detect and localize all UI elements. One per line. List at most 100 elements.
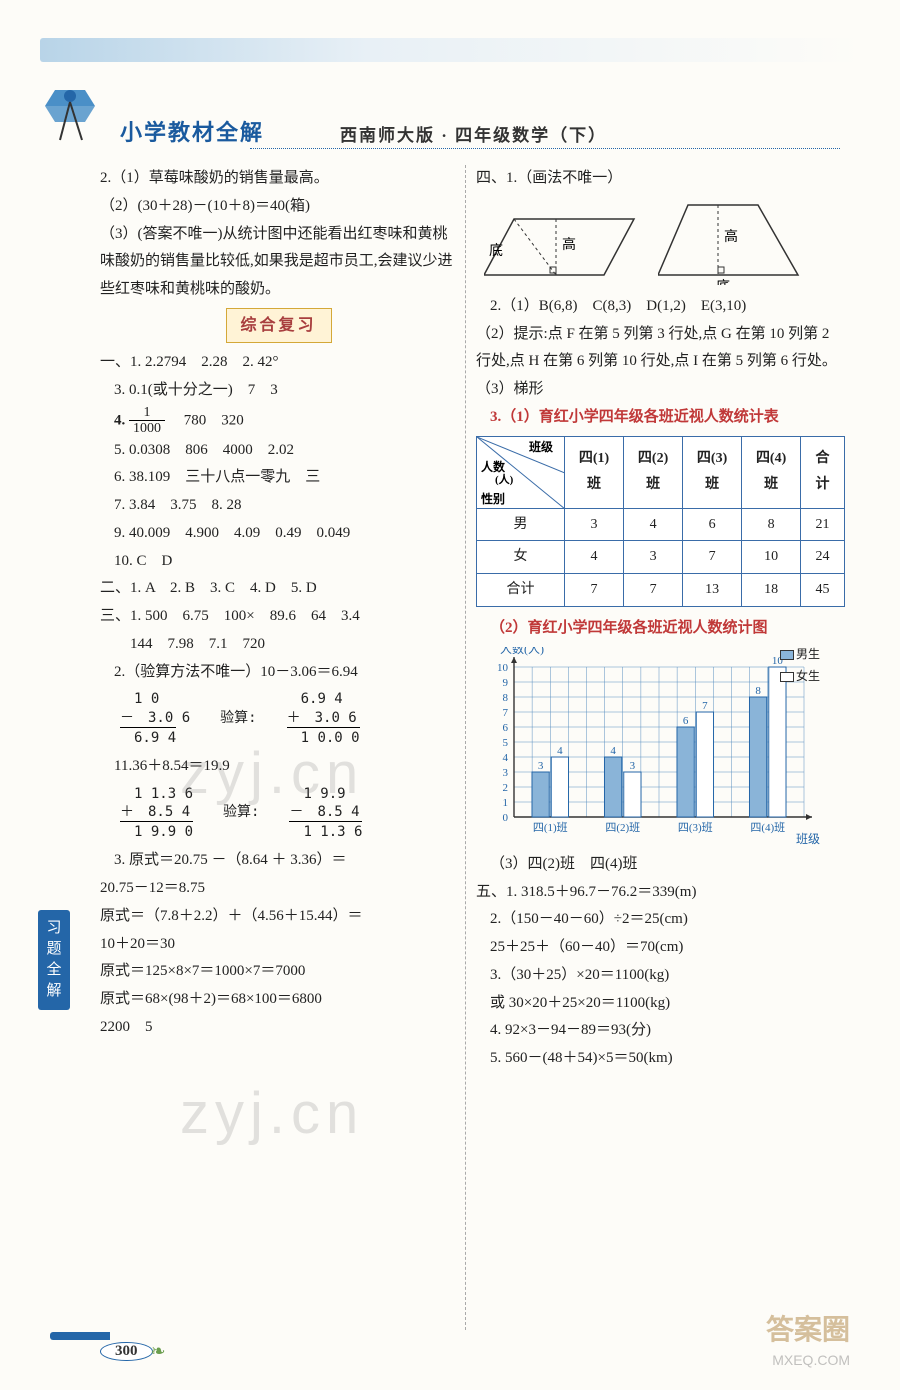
four-l2b: （2）提示:点 F 在第 5 列第 3 行处,点 G 在第 10 列第 2 行处… <box>476 321 845 377</box>
calc2: 1 1.3 6 ＋ 8.5 4 1 9.9 0 验算: 1 9.9 － 8.5 … <box>120 785 457 842</box>
chart-legend: 男生 女生 <box>780 643 820 687</box>
five-l2b: 25＋25＋（60－40）＝70(cm) <box>476 934 845 962</box>
page-number: 300 <box>100 1342 153 1361</box>
calc1-label: 验算: <box>220 706 256 732</box>
one-l6: 6. 38.109 三十八点一零九 三 <box>100 464 457 492</box>
col-h: 合计 <box>801 436 845 508</box>
four-l3d: （3）四(2)班 四(4)班 <box>476 851 845 879</box>
table-row: 女 4 3 7 10 24 <box>477 541 845 574</box>
five-l2: 2.（150－40－60）÷2＝25(cm) <box>476 906 845 934</box>
trapezoid-shape: 高 底 <box>658 197 808 285</box>
svg-text:4: 4 <box>557 745 563 757</box>
three-l3d: 10＋20＝30 <box>100 931 457 959</box>
left-column: 2.（1）草莓味酸奶的销售量最高。 （2）(30＋28)－(10＋8)＝40(箱… <box>100 165 465 1330</box>
svg-text:7: 7 <box>702 700 708 712</box>
watermark-site: MXEQ.COM <box>772 1352 850 1368</box>
content: 2.（1）草莓味酸奶的销售量最高。 （2）(30＋28)－(10＋8)＝40(箱… <box>100 165 845 1330</box>
calc2-label: 验算: <box>223 800 259 826</box>
bar-chart-svg: 012345678910人数(人)班级34四(1)班43四(2)班67四(3)班… <box>480 647 820 847</box>
three-l3f: 原式＝68×(98＋2)＝68×100＝6800 <box>100 986 457 1014</box>
diag-header: 班级 人数 (人) 性别 <box>477 436 565 508</box>
four-l2: 2.（1）B(6,8) C(8,3) D(1,2) E(3,10) <box>476 293 845 321</box>
one-l9: 9. 40.009 4.900 4.09 0.49 0.049 <box>100 520 457 548</box>
three-l1: 三、1. 500 6.75 100× 89.6 64 3.4 <box>100 603 457 631</box>
svg-text:底: 底 <box>489 243 503 259</box>
two: 二、1. A 2. B 3. C 4. D 5. D <box>100 575 457 603</box>
five-l3: 3.（30＋25）×20＝1100(kg) <box>476 962 845 990</box>
one-l4: 4. 1 1000 780 320 <box>100 405 457 437</box>
svg-text:8: 8 <box>503 692 509 704</box>
svg-text:四(4)班: 四(4)班 <box>750 821 785 834</box>
diag-top: 班级 <box>529 439 553 454</box>
three-l3b: 20.75－12＝8.75 <box>100 875 457 903</box>
three-l1b: 144 7.98 7.1 720 <box>100 631 457 659</box>
four-hdr: 四、1.（画法不唯一） <box>476 165 845 193</box>
watermark-ans: 答案圈 <box>766 1308 850 1348</box>
one-l1: 一、1. 2.2794 2.28 2. 42° <box>100 349 457 377</box>
table-row: 合计 7 7 13 18 45 <box>477 574 845 607</box>
five-l3b: 或 30×20＋25×20＝1100(kg) <box>476 990 845 1018</box>
col-h: 四(1)班 <box>565 436 624 508</box>
col-h: 四(3)班 <box>683 436 742 508</box>
one-l5: 5. 0.0308 806 4000 2.02 <box>100 437 457 465</box>
shapes: 底 高 高 底 <box>484 197 845 285</box>
svg-text:四(3)班: 四(3)班 <box>678 821 713 834</box>
calc2-left: 1 1.3 6 ＋ 8.5 4 1 9.9 0 <box>120 785 193 842</box>
svg-text:8: 8 <box>755 685 761 697</box>
calc2-right: 1 9.9 － 8.5 4 1 1.3 6 <box>289 785 362 842</box>
three-l2b: 11.36＋8.54＝19.9 <box>100 753 457 781</box>
stats-table: 班级 人数 (人) 性别 四(1)班 四(2)班 四(3)班 四(4)班 合计 … <box>476 436 845 608</box>
fraction: 1 1000 <box>129 405 165 437</box>
svg-text:四(2)班: 四(2)班 <box>605 821 640 834</box>
footer-line <box>50 1332 110 1340</box>
one-l3: 3. 0.1(或十分之一) 7 3 <box>100 377 457 405</box>
svg-text:7: 7 <box>503 707 509 719</box>
five-l4: 4. 92×3－94－89＝93(分) <box>476 1017 845 1045</box>
three-l3c: 原式＝（7.8＋2.2）＋（4.56＋15.44）＝ <box>100 903 457 931</box>
one-l7: 7. 3.84 3.75 8. 28 <box>100 492 457 520</box>
svg-text:高: 高 <box>724 228 738 245</box>
section-badge: 综合复习 <box>226 308 332 344</box>
four-l2c: （3）梯形 <box>476 376 845 404</box>
leaf-icon: ❧ <box>151 1341 166 1362</box>
section-header: 综合复习 <box>100 308 457 344</box>
right-column: 四、1.（画法不唯一） 底 高 高 底 2.（1）B(6,8) C(8,3) D… <box>465 165 845 1330</box>
q2-3: （3）(答案不唯一)从统计图中还能看出红枣味和黄桃味酸奶的销售量比较低,如果我是… <box>100 221 457 304</box>
svg-text:6: 6 <box>503 722 509 734</box>
side-tab: 习题全解 <box>38 910 70 1010</box>
svg-text:四(1)班: 四(1)班 <box>533 821 568 834</box>
three-l3g: 2200 5 <box>100 1014 457 1042</box>
parallelogram-shape: 底 高 <box>484 209 644 285</box>
diag-bot: 性别 <box>480 491 505 506</box>
svg-text:3: 3 <box>538 760 544 772</box>
svg-text:3: 3 <box>630 760 636 772</box>
calc1-right: 6.9 4 ＋ 3.0 6 1 0.0 0 <box>287 690 360 747</box>
bar-chart: 男生 女生 012345678910人数(人)班级34四(1)班43四(2)班6… <box>480 647 820 847</box>
compass-icon <box>40 78 100 148</box>
three-l3e: 原式＝125×8×7＝1000×7＝7000 <box>100 958 457 986</box>
svg-text:5: 5 <box>503 737 509 749</box>
svg-text:底: 底 <box>716 279 730 285</box>
col-h: 四(4)班 <box>742 436 801 508</box>
title-main: 小学教材全解 <box>120 115 264 147</box>
q2-1: 2.（1）草莓味酸奶的销售量最高。 <box>100 165 457 193</box>
header-bar <box>40 38 860 62</box>
four-l3hdr: 3.（1）育红小学四年级各班近视人数统计表 <box>476 404 845 432</box>
svg-text:2: 2 <box>503 782 509 794</box>
svg-text:6: 6 <box>683 715 689 727</box>
three-l2: 2.（验算方法不唯一）10－3.06＝6.94 <box>100 659 457 687</box>
page-number-wrap: 300 ❧ <box>100 1341 166 1362</box>
svg-text:4: 4 <box>610 745 616 757</box>
col-h: 四(2)班 <box>624 436 683 508</box>
svg-text:9: 9 <box>503 677 509 689</box>
q2-2: （2）(30＋28)－(10＋8)＝40(箱) <box>100 193 457 221</box>
svg-text:4: 4 <box>503 752 509 764</box>
svg-text:人数(人): 人数(人) <box>500 647 544 656</box>
svg-text:班级: 班级 <box>796 832 820 846</box>
chart-title: （2）育红小学四年级各班近视人数统计图 <box>476 615 845 643</box>
five-l1: 五、1. 318.5＋96.7－76.2＝339(m) <box>476 879 845 907</box>
three-l3a: 3. 原式＝20.75 －（8.64 ＋ 3.36）＝ <box>100 847 457 875</box>
one-l10: 10. C D <box>100 548 457 576</box>
diag-mid2: (人) <box>495 472 514 486</box>
svg-text:0: 0 <box>503 812 509 824</box>
